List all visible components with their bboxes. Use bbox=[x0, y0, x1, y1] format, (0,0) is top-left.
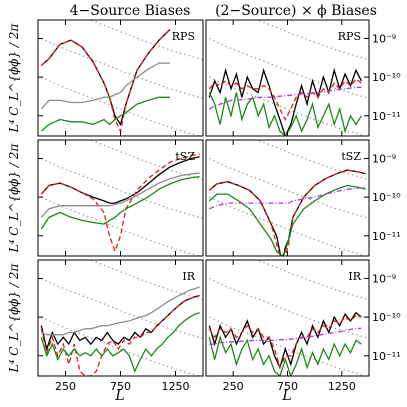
panel-ir-left: 250 750 1250 IR L⁴ C_L^{ϕϕ} / 2π bbox=[7, 205, 204, 393]
series-line-green bbox=[40, 175, 200, 230]
series-line-gray bbox=[40, 172, 200, 218]
y-tick-label: 10⁻⁹ bbox=[372, 272, 396, 285]
plot-area bbox=[40, 205, 203, 376]
x-tick-label: 250 bbox=[55, 380, 76, 393]
series-line-black bbox=[40, 294, 200, 352]
y-tick-label: 10⁻¹⁰ bbox=[372, 71, 401, 84]
series-line-red-dashed bbox=[40, 294, 200, 376]
theory-dotted-curve-0 bbox=[41, 85, 203, 137]
series-line-magenta-dashdot bbox=[209, 186, 366, 210]
y-axis-label: L⁴ C_L^{ϕϕ} / 2π bbox=[7, 143, 21, 254]
panel-label-ir: IR bbox=[348, 270, 361, 283]
panel-label-ir: IR bbox=[182, 270, 195, 283]
right-column-title: (2−Source) × ϕ Biases bbox=[215, 3, 377, 19]
series-line-green bbox=[208, 335, 362, 376]
series-line-red-dashed bbox=[208, 77, 362, 121]
series-line-green bbox=[40, 96, 170, 132]
y-tick-label: 10⁻¹¹ bbox=[372, 350, 401, 363]
series-line-black bbox=[40, 156, 200, 204]
panel-frame bbox=[37, 259, 204, 377]
plot-area bbox=[40, 85, 203, 256]
theory-dotted-curve-1 bbox=[255, 260, 369, 301]
panel-rps-left: RPS L⁴ C_L^{ϕϕ} / 2π bbox=[7, 19, 204, 137]
left-x-axis-label: L bbox=[114, 388, 124, 404]
theory-dotted-curve-2 bbox=[209, 37, 369, 100]
series-line-red-dashed bbox=[208, 314, 362, 370]
theory-dotted-curve-3 bbox=[209, 316, 368, 376]
theory-dotted-curve-3 bbox=[41, 76, 202, 136]
panel-tsz-left: tSZ L⁴ C_L^{ϕϕ} / 2π bbox=[7, 85, 204, 257]
x-tick-label: 250 bbox=[223, 380, 244, 393]
y-tick-label: 10⁻¹¹ bbox=[372, 110, 401, 123]
panel-label-tsz: tSZ bbox=[341, 150, 361, 163]
panel-label-tsz: tSZ bbox=[175, 150, 195, 163]
theory-dotted-curve-2 bbox=[209, 277, 369, 340]
panel-rps-right: 10⁻⁹ 10⁻¹⁰ 10⁻¹¹ RPS bbox=[205, 19, 401, 137]
panels-layer: RPS L⁴ C_L^{ϕϕ} / 2π 10⁻⁹ 10⁻¹⁰ 10⁻¹¹ RPS tSZ L… bbox=[7, 19, 401, 393]
y-tick-label: 10⁻¹⁰ bbox=[372, 311, 401, 324]
theory-dotted-curve-0 bbox=[41, 205, 203, 258]
series-line-green bbox=[208, 92, 362, 136]
right-x-axis-label: L bbox=[281, 388, 291, 404]
theory-dotted-curve-1 bbox=[88, 260, 203, 301]
series-line-red-dashed bbox=[40, 153, 200, 254]
theory-dotted-curve-3 bbox=[209, 196, 368, 256]
plot-area bbox=[208, 20, 369, 136]
y-axis-label: L⁴ C_L^{ϕϕ} / 2π bbox=[7, 23, 21, 134]
left-column-title: 4−Source Biases bbox=[70, 3, 191, 19]
panel-frame bbox=[205, 259, 370, 377]
series-line-red-dashed bbox=[40, 29, 171, 134]
x-tick-label: 750 bbox=[110, 380, 131, 393]
series-line-green bbox=[40, 312, 200, 373]
series-line-green bbox=[208, 184, 366, 256]
theory-dotted-curve-2 bbox=[41, 277, 203, 340]
theory-dotted-curve-0 bbox=[209, 205, 369, 258]
x-tick-label: 750 bbox=[277, 380, 298, 393]
series-line-magenta-dashdot bbox=[209, 327, 362, 345]
series-line-gray bbox=[40, 62, 170, 110]
y-axis-label: L⁴ C_L^{ϕϕ} / 2π bbox=[7, 263, 21, 374]
y-tick-label: 10⁻⁹ bbox=[372, 152, 396, 165]
x-tick-label: 1250 bbox=[328, 380, 356, 393]
theory-dotted-curve-2 bbox=[209, 157, 369, 220]
series-line-gray bbox=[41, 286, 200, 336]
plot-area bbox=[40, 20, 203, 136]
plot-area bbox=[208, 140, 369, 256]
panel-label-rps: RPS bbox=[338, 30, 361, 43]
x-tick-label: 1250 bbox=[162, 380, 190, 393]
series-line-red-dashed bbox=[208, 169, 366, 256]
panel-ir-right: 250 750 1250 10⁻⁹ 10⁻¹⁰ 10⁻¹¹ IR bbox=[205, 205, 401, 393]
series-line-magenta-dashdot bbox=[208, 86, 362, 110]
y-tick-label: 10⁻¹⁰ bbox=[372, 191, 401, 204]
panel-tsz-right: 10⁻⁹ 10⁻¹⁰ 10⁻¹¹ tSZ bbox=[205, 139, 401, 257]
series-line-black bbox=[208, 67, 362, 136]
theory-dotted-curve-2 bbox=[41, 157, 203, 220]
plot-area bbox=[208, 205, 369, 376]
series-line-black bbox=[208, 311, 362, 370]
y-tick-label: 10⁻⁹ bbox=[372, 32, 396, 45]
panel-label-rps: RPS bbox=[172, 30, 195, 43]
y-tick-label: 10⁻¹¹ bbox=[372, 230, 401, 243]
